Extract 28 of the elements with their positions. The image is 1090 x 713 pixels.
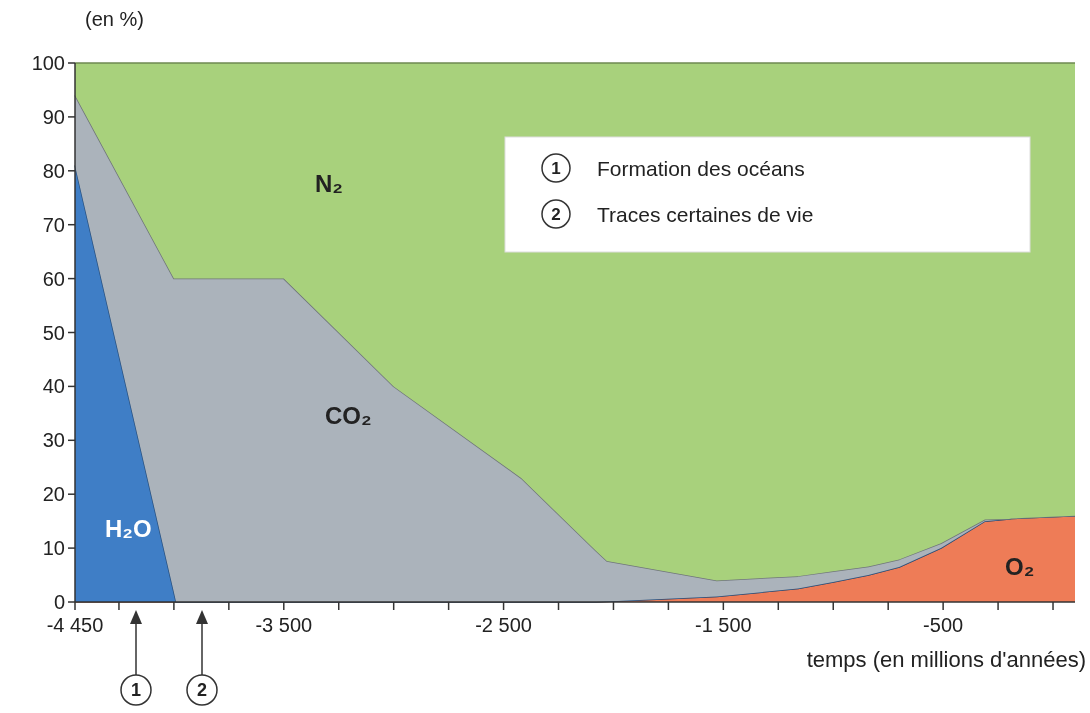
y-tick-label: 50 — [42, 321, 65, 344]
annotation: Traces certaines de vie — [597, 202, 814, 226]
y-tick-label: 10 — [42, 537, 65, 560]
annotation: Formation des océans — [597, 156, 805, 180]
x-tick-label: -4 450 — [46, 614, 104, 636]
annotation: 2 — [551, 205, 561, 225]
y-tick-label: 70 — [42, 213, 65, 236]
series-label: O₂ — [1005, 553, 1035, 581]
series-label: CO₂ — [325, 402, 372, 430]
y-tick-label: 60 — [42, 267, 65, 290]
series-label: H₂O — [105, 515, 152, 543]
y-tick-label: 100 — [31, 52, 65, 74]
x-tick-label: -500 — [923, 614, 964, 636]
y-tick-label: 40 — [42, 375, 65, 398]
text: 2 — [196, 680, 208, 701]
x-tick-label: -3 500 — [255, 614, 313, 636]
y-tick-label: 0 — [53, 591, 65, 613]
y-axis-title: (en %) — [85, 8, 144, 30]
y-tick-label: 80 — [42, 159, 65, 182]
y-tick-label: 20 — [42, 483, 65, 506]
y-tick-label: 30 — [42, 429, 65, 452]
annotation: 1 — [551, 159, 561, 179]
x-tick-label: -2 500 — [475, 614, 532, 636]
y-tick-label: 90 — [42, 105, 65, 128]
x-axis-title: temps (en millions d'années) — [806, 647, 1086, 672]
x-tick-label: -1 500 — [694, 614, 752, 636]
text: 1 — [130, 680, 142, 701]
series-label: N₂ — [315, 170, 343, 198]
